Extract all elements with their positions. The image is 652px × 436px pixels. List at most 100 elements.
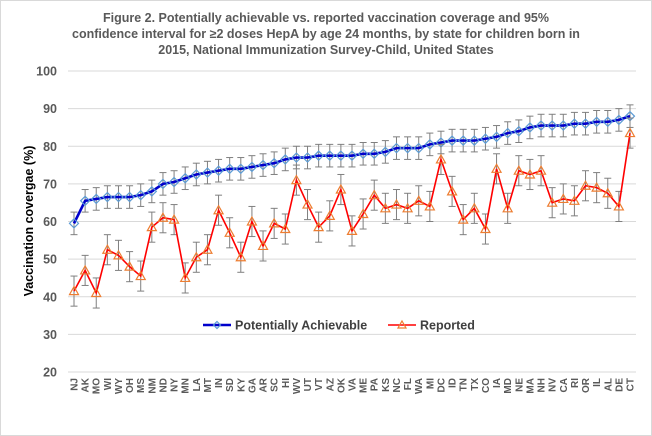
x-tick-label: IL (592, 378, 603, 387)
x-tick-label: WI (103, 378, 114, 390)
title-line-3: 2015, National Immunization Survey-Child… (158, 43, 494, 57)
data-point (346, 150, 358, 162)
legend-label: Reported (420, 319, 475, 333)
x-tick-label: MD (503, 378, 514, 394)
data-point (491, 163, 503, 173)
y-tick-label: 20 (43, 366, 57, 380)
y-axis-ticks: 20 30 40 50 60 70 80 90 100 (36, 65, 57, 380)
data-point (368, 148, 380, 160)
x-tick-label: OK (336, 377, 347, 393)
data-point (202, 167, 213, 178)
data-point (335, 150, 347, 162)
data-point (380, 146, 391, 158)
data-point (190, 251, 202, 262)
title-line-2: confidence interval for ≥2 doses HepA by… (72, 27, 580, 41)
data-point (168, 213, 180, 224)
x-tick-label: ID (448, 378, 459, 388)
y-tick-label: 70 (43, 177, 57, 191)
data-point (257, 159, 269, 171)
data-point (390, 198, 403, 209)
data-point (524, 122, 536, 133)
data-point (235, 163, 247, 175)
series-potentially-achievable (68, 104, 636, 236)
data-point (146, 221, 158, 232)
data-point (90, 287, 102, 298)
data-point (135, 270, 147, 281)
x-tick-label: SD (225, 378, 236, 392)
data-point (591, 181, 603, 192)
data-point (268, 157, 280, 169)
data-point (113, 191, 124, 203)
data-point (146, 186, 158, 197)
x-tick-label: AZ (325, 378, 336, 391)
data-point (213, 165, 224, 177)
x-tick-label: MA (525, 378, 536, 394)
x-tick-label: NH (537, 378, 548, 392)
data-point (324, 210, 336, 220)
x-axis-ticks: NJ AK MO WI WY OH MS NM ND NY MN LA MT IN SD KY GA AR SC HI… (70, 377, 637, 394)
data-point (457, 213, 469, 224)
data-point (112, 249, 125, 260)
data-point (468, 135, 480, 146)
data-point (213, 204, 225, 215)
data-point (301, 198, 314, 209)
data-point (290, 174, 302, 185)
y-tick-label: 30 (43, 328, 57, 342)
legend-item: Potentially Achievable (203, 319, 367, 333)
legend: Potentially Achievable Reported (203, 319, 475, 333)
legend-item: Reported (388, 319, 475, 333)
x-tick-label: IN (214, 378, 225, 388)
x-tick-label: MI (425, 378, 436, 389)
data-point (457, 135, 469, 146)
data-point (613, 114, 625, 126)
x-tick-label: CA (559, 378, 570, 392)
data-point (168, 176, 180, 188)
data-point (79, 195, 91, 207)
data-point (413, 142, 425, 154)
x-tick-label: LA (192, 378, 203, 391)
data-point (402, 202, 414, 213)
legend-label: Potentially Achievable (235, 319, 367, 333)
x-tick-label: ND (158, 378, 169, 392)
data-point (491, 131, 502, 143)
data-point (379, 202, 391, 213)
data-point (246, 161, 258, 173)
data-point (124, 260, 136, 271)
data-point (368, 189, 380, 200)
data-point (546, 120, 558, 131)
data-point (246, 215, 258, 226)
x-tick-label: OR (581, 377, 592, 393)
x-tick-label: NE (514, 378, 525, 392)
data-point (557, 193, 569, 204)
legend-marker (212, 320, 222, 330)
x-tick-label: RI (570, 378, 581, 388)
data-point (268, 217, 280, 228)
data-point (468, 202, 480, 213)
x-tick-label: TN (459, 378, 470, 391)
data-point (135, 189, 147, 201)
data-point (124, 191, 135, 203)
x-tick-label: WY (114, 378, 125, 394)
data-point (535, 164, 547, 175)
data-point (313, 221, 325, 232)
x-tick-label: UT (303, 378, 314, 391)
data-point (413, 195, 425, 205)
data-point (613, 200, 625, 211)
data-point (391, 142, 402, 154)
data-point (90, 193, 102, 205)
data-point (324, 150, 336, 162)
x-tick-label: KY (236, 378, 247, 392)
data-point (569, 118, 580, 130)
data-point (235, 251, 247, 262)
x-tick-label: HI (281, 378, 292, 388)
data-point (524, 168, 536, 179)
x-tick-label: ME (359, 378, 370, 393)
data-point (157, 178, 169, 190)
x-tick-label: CO (481, 378, 492, 393)
x-tick-label: CT (626, 378, 637, 391)
x-tick-label: AL (603, 378, 614, 391)
x-tick-label: GA (247, 378, 258, 393)
series-group (68, 104, 636, 309)
data-point (190, 169, 202, 180)
